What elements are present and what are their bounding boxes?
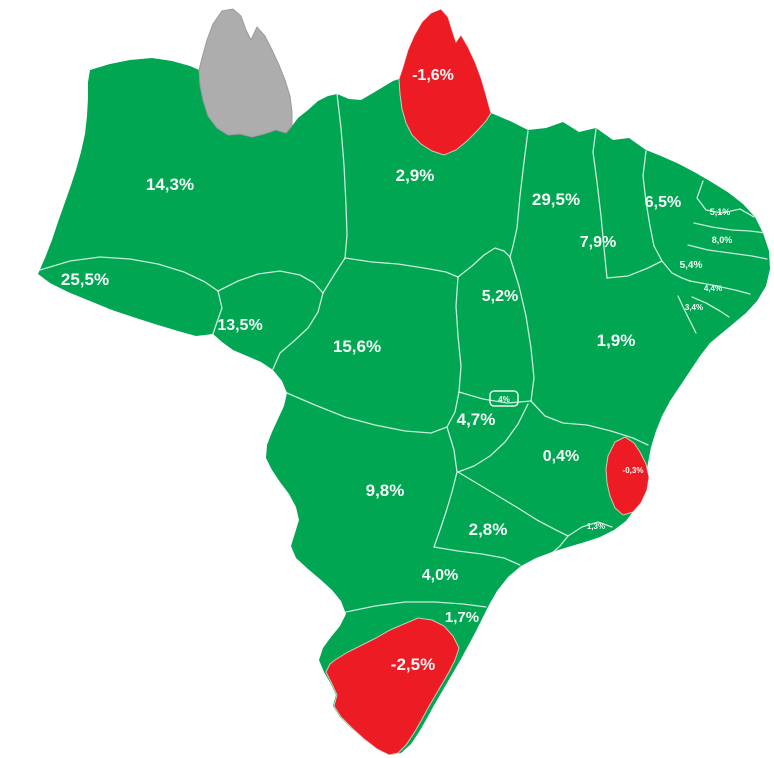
map-region-ap [398,8,492,156]
state-label-pr: 4,0% [422,567,458,584]
state-label-pe: 5,4% [680,260,703,271]
state-label-pi: 7,9% [580,234,616,251]
state-label-go: 4,7% [457,410,496,429]
state-label-rj: 1,3% [587,522,605,531]
state-label-ba: 1,9% [597,331,636,350]
state-labels: 25,5% 14,3% 2,9% -1,6% 13,5% 15,6% 5,2% … [61,67,732,674]
state-label-pa: 2,9% [396,166,435,185]
state-label-es: -0,3% [623,466,644,475]
state-label-ce: 6,5% [645,194,681,211]
state-borders [39,93,768,613]
state-label-pb: 8,0% [712,235,733,245]
state-label-ma: 29,5% [532,190,580,209]
map-region-rs [325,617,460,756]
state-label-am: 14,3% [146,175,194,194]
state-label-sp: 2,8% [469,520,508,539]
state-label-mg: 0,4% [543,448,579,465]
state-label-ro: 13,5% [217,317,262,334]
map-region-rr [198,8,293,138]
state-label-rs: -2,5% [391,655,435,674]
state-label-rn: 5,1% [710,207,731,217]
state-label-ac: 25,5% [61,270,109,289]
map-region-df [489,390,519,407]
state-label-se: 3,4% [685,303,703,312]
state-label-ap: -1,6% [412,67,454,84]
state-label-df: 4% [498,395,510,404]
state-label-to: 5,2% [482,288,518,305]
state-label-sc: 1,7% [445,609,479,626]
map-region-brazil [38,9,770,755]
map-region-es [605,436,650,516]
state-label-al: 4,4% [704,284,722,293]
state-label-ms: 9,8% [366,481,405,500]
state-label-mt: 15,6% [333,337,381,356]
